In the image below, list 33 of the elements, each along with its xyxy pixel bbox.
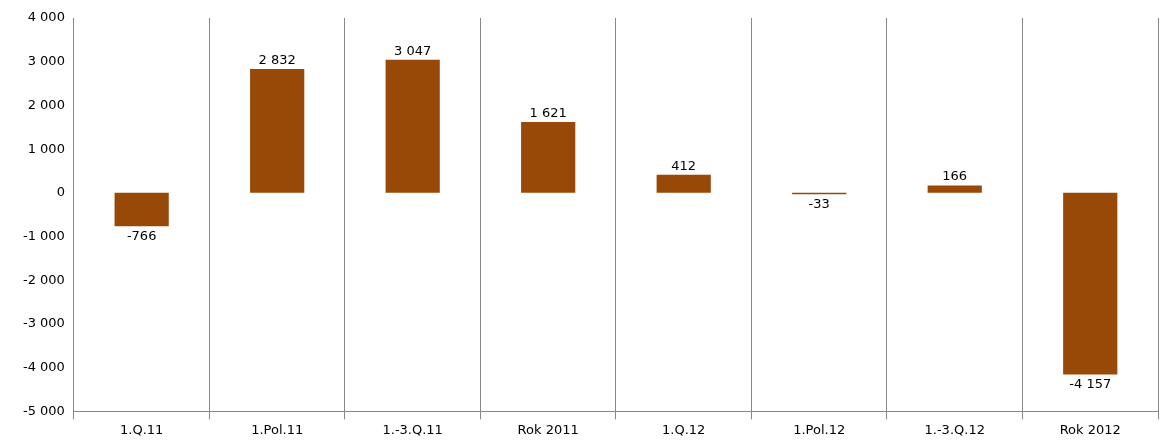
bar xyxy=(927,185,982,193)
y-tick-label: -1 000 xyxy=(22,227,65,243)
x-tick-label: 1.-3.Q.12 xyxy=(924,421,985,437)
bar xyxy=(385,59,440,193)
x-tick-label: 1.Q.12 xyxy=(662,421,706,437)
y-tick-label: 0 xyxy=(56,184,65,200)
data-label: 412 xyxy=(671,157,697,173)
y-tick-label: 4 000 xyxy=(27,9,65,25)
data-label: -4 157 xyxy=(1069,376,1112,392)
x-tick-label: Rok 2012 xyxy=(1059,421,1121,437)
data-label: 2 832 xyxy=(258,51,296,67)
bar xyxy=(521,121,576,193)
y-tick-label: -4 000 xyxy=(22,359,65,375)
data-label: -766 xyxy=(126,228,157,244)
y-tick-label: 3 000 xyxy=(27,53,65,69)
bar xyxy=(656,174,711,193)
bar xyxy=(114,192,169,227)
bar xyxy=(250,69,305,193)
y-tick-label: -5 000 xyxy=(22,402,65,418)
y-tick-label: -2 000 xyxy=(22,271,65,287)
data-label: -33 xyxy=(808,196,830,212)
x-tick-label: 1.Pol.12 xyxy=(793,421,846,437)
x-tick-label: 1.Pol.11 xyxy=(251,421,304,437)
y-tick-label: 2 000 xyxy=(27,96,65,112)
y-tick-label: -3 000 xyxy=(22,315,65,331)
data-label: 1 621 xyxy=(529,104,567,120)
x-tick-label: 1.Q.11 xyxy=(120,421,164,437)
x-tick-label: Rok 2011 xyxy=(517,421,579,437)
data-label: 3 047 xyxy=(394,42,432,58)
data-label: 166 xyxy=(942,168,968,184)
x-tick-label: 1.-3.Q.11 xyxy=(382,421,443,437)
bar xyxy=(1063,192,1118,375)
y-tick-label: 1 000 xyxy=(27,140,65,156)
